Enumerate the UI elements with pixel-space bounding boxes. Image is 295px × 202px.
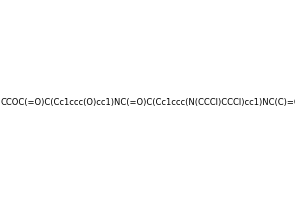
Text: CCOC(=O)C(Cc1ccc(O)cc1)NC(=O)C(Cc1ccc(N(CCCl)CCCl)cc1)NC(C)=O: CCOC(=O)C(Cc1ccc(O)cc1)NC(=O)C(Cc1ccc(N(… [1, 98, 295, 106]
